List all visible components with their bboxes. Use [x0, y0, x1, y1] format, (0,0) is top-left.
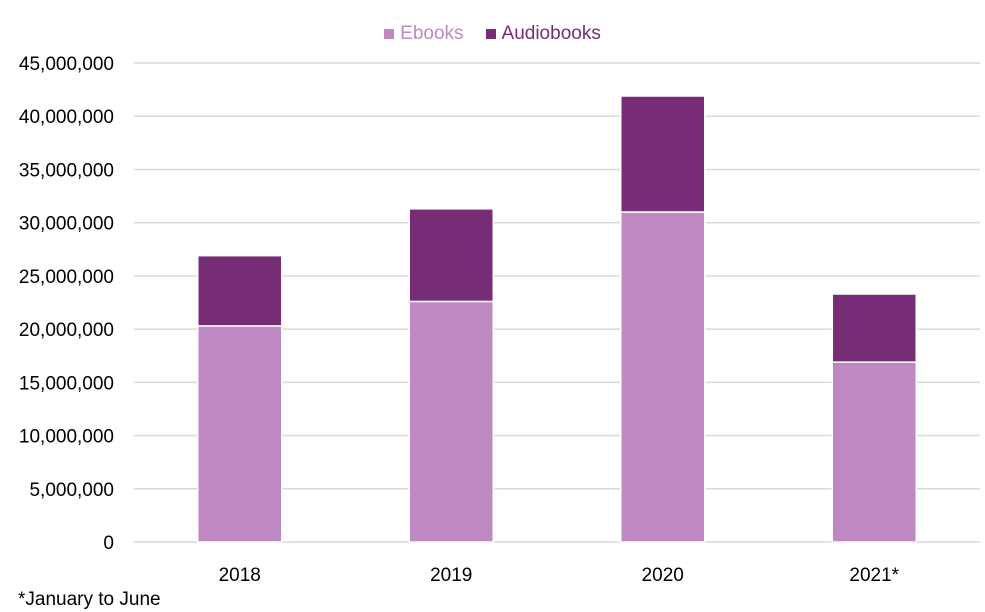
y-tick-label: 25,000,000	[19, 267, 114, 288]
y-tick-label: 30,000,000	[19, 214, 114, 235]
y-tick-label: 40,000,000	[19, 107, 114, 128]
y-tick-label: 10,000,000	[19, 427, 114, 448]
legend-swatch-ebooks	[384, 29, 395, 39]
legend-item-ebooks: Ebooks	[384, 22, 464, 46]
bar-ebooks	[831, 361, 917, 543]
y-tick-label: 0	[103, 533, 114, 554]
bar-audiobooks	[620, 95, 706, 213]
y-tick-label: 20,000,000	[19, 320, 114, 341]
bars	[197, 95, 917, 543]
bar-ebooks	[408, 300, 494, 543]
x-tick-label: 2018	[219, 565, 261, 586]
y-tick-label: 5,000,000	[29, 480, 114, 501]
y-axis-ticks: 0 5,000,000 10,000,000 15,000,000 20,000,000…	[19, 54, 114, 554]
x-axis-ticks: 2018 2019 2020 2021*	[219, 565, 900, 586]
footnote: *January to June	[18, 589, 161, 610]
x-tick-label: 2020	[642, 565, 684, 586]
chart-legend: Ebooks Audiobooks	[0, 22, 985, 46]
y-tick-label: 15,000,000	[19, 373, 114, 394]
x-tick-label: 2019	[430, 565, 472, 586]
bar-ebooks	[197, 325, 283, 543]
legend-swatch-audiobooks	[485, 29, 496, 39]
legend-label-audiobooks: Audiobooks	[501, 23, 601, 44]
bar-audiobooks	[197, 254, 283, 327]
bar-ebooks	[620, 211, 706, 543]
y-tick-label: 35,000,000	[19, 160, 114, 181]
legend-item-audiobooks: Audiobooks	[485, 22, 601, 46]
y-tick-label: 45,000,000	[19, 54, 114, 75]
bar-audiobooks	[408, 208, 494, 303]
legend-label-ebooks: Ebooks	[400, 23, 464, 44]
x-tick-label: 2021*	[849, 565, 899, 586]
bar-audiobooks	[831, 293, 917, 363]
